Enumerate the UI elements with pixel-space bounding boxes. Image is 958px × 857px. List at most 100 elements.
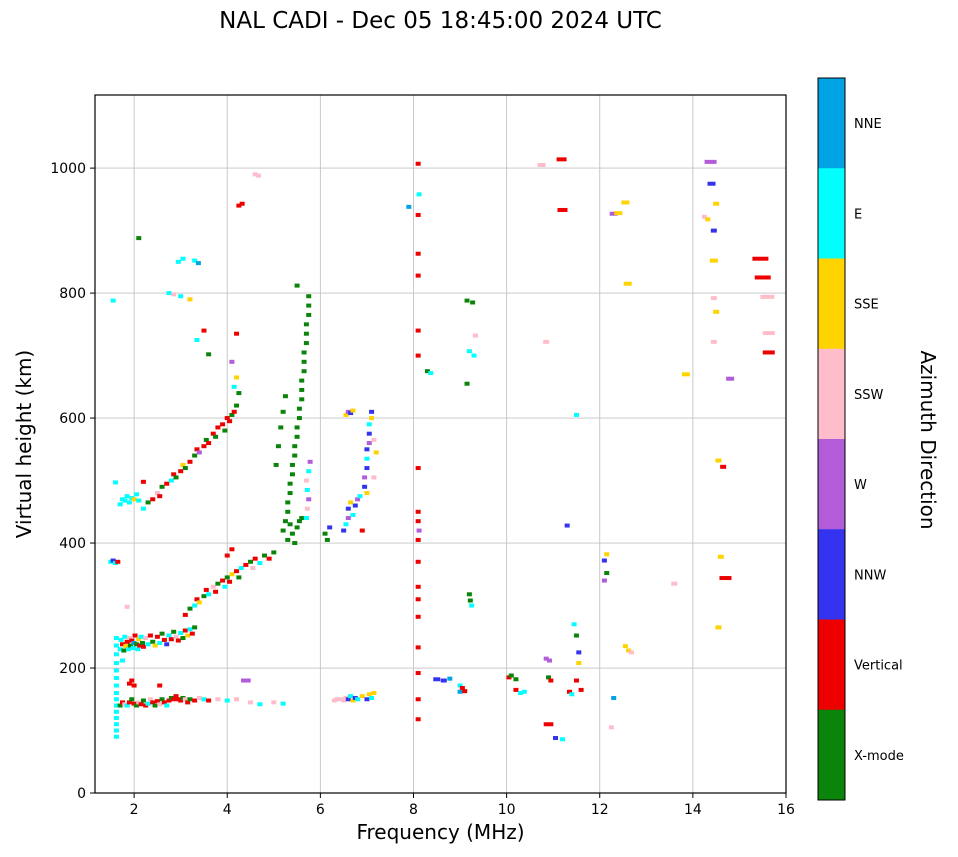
data-point [306, 312, 312, 317]
data-point [261, 553, 267, 558]
data-point [373, 450, 379, 455]
data-point [127, 643, 133, 648]
data-point [220, 578, 226, 583]
data-point [299, 387, 305, 392]
data-point [424, 369, 430, 374]
data-point [206, 698, 212, 703]
data-point [559, 737, 565, 742]
data-point [626, 648, 632, 653]
plot-border [94, 94, 787, 794]
data-point [124, 604, 130, 609]
data-point [239, 201, 245, 206]
data-point [457, 689, 463, 694]
data-point [192, 258, 198, 263]
data-point [185, 700, 191, 705]
data-point [364, 466, 370, 471]
data-point [304, 487, 310, 492]
data-point [192, 453, 198, 458]
data-point [185, 633, 191, 638]
data-point [289, 472, 295, 477]
data-point [220, 422, 226, 427]
data-point [161, 637, 167, 642]
data-point [236, 575, 242, 580]
data-point [294, 525, 300, 530]
data-point [154, 699, 160, 704]
data-point [513, 677, 519, 682]
colorbar-segment-ssw [818, 348, 845, 440]
data-point [573, 412, 579, 417]
data-point [157, 494, 163, 499]
data-point [576, 661, 582, 666]
data-point [138, 702, 144, 707]
data-point [110, 298, 116, 303]
data-point [140, 644, 146, 649]
data-point [415, 645, 421, 650]
data-point [324, 537, 330, 542]
data-point [178, 698, 184, 703]
data-point [140, 479, 146, 484]
data-point [210, 431, 216, 436]
data-point [113, 661, 119, 666]
colorbar-segment-x-mode [818, 709, 845, 801]
data-point [182, 466, 188, 471]
x-tick-label: 12 [591, 802, 609, 818]
data-point [543, 656, 549, 661]
data-point [299, 378, 305, 383]
data-point [289, 462, 295, 467]
data-point [280, 701, 286, 706]
data-point [154, 491, 160, 496]
data-point [271, 550, 277, 555]
data-point [287, 491, 293, 496]
data-point [175, 259, 181, 264]
data-point [171, 697, 177, 702]
data-point [415, 273, 421, 278]
data-point [238, 566, 244, 571]
data-point [275, 444, 281, 449]
data-point [719, 576, 732, 581]
colorbar-tick-label: E [854, 207, 862, 222]
data-point [187, 459, 193, 464]
data-point [113, 716, 119, 721]
data-point [301, 350, 307, 355]
data-point [255, 173, 261, 178]
y-tick-label: 1000 [50, 161, 86, 177]
data-point [557, 207, 568, 212]
data-point [294, 425, 300, 430]
data-point [241, 678, 247, 683]
data-point [123, 644, 129, 649]
data-point [248, 700, 254, 705]
data-point [415, 251, 421, 256]
data-point [301, 369, 307, 374]
data-point [182, 697, 188, 702]
data-point [113, 709, 119, 714]
data-point [553, 736, 559, 741]
data-point [234, 331, 240, 336]
data-point [282, 394, 288, 399]
data-point [119, 658, 125, 663]
y-tick-label: 400 [59, 536, 86, 552]
data-point [113, 703, 119, 708]
data-point [623, 281, 632, 286]
data-point [366, 431, 372, 436]
data-point [222, 584, 228, 589]
data-point [192, 603, 198, 608]
data-point [543, 339, 550, 344]
x-axis-label: Frequency (MHz) [356, 820, 525, 844]
data-point [343, 412, 349, 417]
data-point [754, 275, 771, 280]
y-axis-label: Virtual height (km) [12, 349, 36, 539]
data-point [462, 689, 468, 694]
data-point [121, 648, 127, 653]
data-point [145, 642, 151, 647]
data-point [236, 203, 242, 208]
data-point [129, 697, 135, 702]
data-point [415, 519, 421, 524]
data-point [415, 353, 421, 358]
colorbar-segment-nne [818, 78, 845, 169]
data-point [348, 500, 354, 505]
data-point [299, 516, 305, 521]
data-point [229, 572, 235, 577]
data-point [548, 722, 554, 727]
data-point [234, 403, 240, 408]
data-point [345, 697, 351, 702]
